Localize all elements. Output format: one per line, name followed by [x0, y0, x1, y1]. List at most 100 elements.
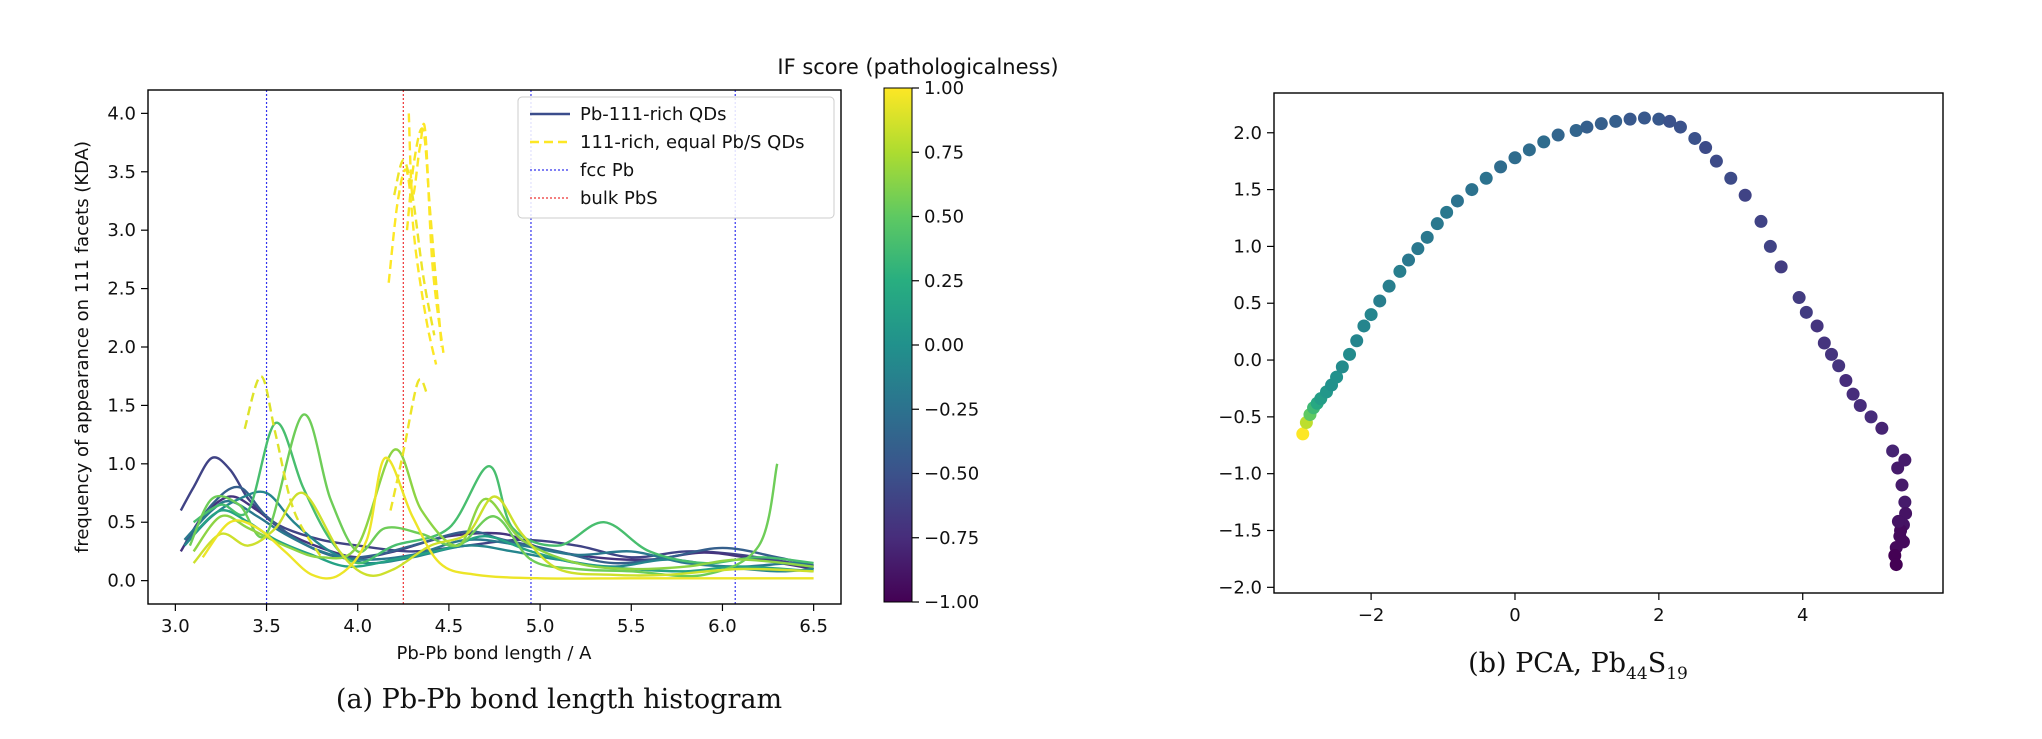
y-tick-label-b-1: 1.5 [1233, 180, 1262, 201]
colorbar-tick-label-1: 0.75 [924, 142, 964, 163]
pca-point-13 [1364, 308, 1378, 322]
y-tick-label-a-5: 2.5 [107, 279, 136, 300]
pca-point-49 [1810, 319, 1824, 333]
x-tick-label-b-2: 2 [1653, 605, 1664, 626]
y-tick-label-b-0: 2.0 [1233, 123, 1262, 144]
y-tick-label-a-7: 3.5 [107, 162, 136, 183]
y-tick-label-b-3: 0.5 [1233, 293, 1262, 314]
pca-point-43 [1738, 188, 1752, 202]
pca-point-35 [1637, 111, 1651, 125]
pca-point-22 [1450, 194, 1464, 208]
series-line-15 [405, 127, 443, 348]
series-line-12 [389, 378, 429, 511]
y-tick-label-a-4: 2.0 [107, 337, 136, 358]
pca-point-29 [1551, 128, 1565, 142]
pca-point-16 [1393, 264, 1407, 278]
y-axis-ticks-b: 2.0 1.5 1.0 0.5 0.0 −0.5 −1.0 −1.5 −2.0 [1218, 123, 1274, 598]
pca-point-48 [1799, 305, 1813, 319]
pca-point-21 [1440, 205, 1454, 219]
y-tick-label-a-0: 0.0 [107, 571, 136, 592]
pca-point-23 [1465, 183, 1479, 197]
pca-point-32 [1594, 117, 1608, 131]
x-tick-label-a-3: 4.5 [435, 616, 464, 637]
pca-point-33 [1609, 114, 1623, 128]
pca-point-12 [1357, 319, 1371, 333]
y-tick-label-b-6: −1.0 [1218, 464, 1262, 485]
x-tick-label-a-5: 5.5 [617, 616, 646, 637]
pca-point-47 [1792, 291, 1806, 305]
pca-point-14 [1373, 294, 1387, 308]
x-axis-ticks-b: −2 0 2 4 [1358, 593, 1808, 626]
series-line-16 [407, 113, 445, 353]
caption-a: (a) Pb-Pb bond length histogram [336, 684, 782, 715]
pca-point-45 [1763, 239, 1777, 253]
pca-point-15 [1382, 279, 1396, 293]
pca-point-44 [1754, 214, 1768, 228]
pca-point-38 [1673, 120, 1687, 134]
series-line-6 [192, 421, 814, 565]
pca-scatter: −2 0 2 4 2.0 1.5 1.0 0.5 0.0 −0.5 −1.0 −1.5 −2.0 (b… [1218, 92, 1944, 684]
pca-point-10 [1343, 347, 1357, 361]
pca-point-70 [1891, 514, 1905, 528]
colorbar-tick-label-5: −0.25 [924, 399, 979, 420]
legend-box [517, 96, 835, 219]
y-tick-label-b-5: −0.5 [1218, 407, 1262, 428]
x-tick-label-a-0: 3.0 [161, 616, 190, 637]
series-group [179, 113, 815, 580]
pca-point-26 [1508, 151, 1522, 165]
x-axis-ticks-a: 3.0 3.5 4.0 4.5 5.0 5.5 6.0 6.5 [161, 604, 828, 637]
series-line-11 [243, 374, 323, 558]
pca-point-67 [1889, 558, 1903, 572]
y-tick-label-a-6: 3.0 [107, 220, 136, 241]
pca-point-40 [1699, 141, 1713, 155]
y-tick-label-a-2: 1.0 [107, 454, 136, 475]
pca-point-30 [1569, 124, 1583, 137]
pca-points [1296, 111, 1913, 572]
bond-length-histogram: 3.0 3.5 4.0 4.5 5.0 5.5 6.0 6.5 0.0 0.5 1.0 1.5 2.0… [72, 55, 1059, 715]
pca-point-58 [1886, 444, 1900, 458]
y-tick-label-b-8: −2.0 [1218, 577, 1262, 598]
legend: Pb-111-rich QDs 111-rich, equal Pb/S QDs… [517, 96, 835, 219]
x-tick-label-a-1: 3.5 [252, 616, 281, 637]
colorbar-tick-label-7: −0.75 [924, 528, 979, 549]
caption-b: (b) PCA, Pb44S19 [1468, 648, 1688, 684]
x-tick-label-b-1: 0 [1509, 605, 1520, 626]
pca-point-41 [1709, 154, 1723, 168]
y-tick-label-a-3: 1.5 [107, 395, 136, 416]
y-tick-label-a-8: 4.0 [107, 103, 136, 124]
pca-point-19 [1420, 230, 1434, 244]
pca-point-57 [1875, 421, 1889, 435]
legend-label-fcc-pb: fcc Pb [580, 160, 634, 181]
pca-point-24 [1479, 171, 1493, 185]
y-tick-label-b-7: −1.5 [1218, 521, 1262, 542]
pca-point-55 [1853, 399, 1867, 412]
legend-label-pb-111-rich: Pb-111-rich QDs [580, 104, 726, 125]
pca-point-52 [1832, 359, 1846, 373]
y-tick-label-b-4: 0.0 [1233, 350, 1262, 371]
pca-point-39 [1688, 131, 1702, 145]
colorbar-tick-label-3: 0.25 [924, 271, 964, 292]
pca-point-25 [1494, 160, 1508, 174]
pca-point-56 [1864, 410, 1878, 424]
series-line-9 [192, 491, 814, 577]
colorbar-gradient [883, 87, 913, 603]
pca-point-51 [1825, 347, 1838, 361]
pca-point-8 [1330, 370, 1344, 384]
series-line-14 [393, 158, 436, 336]
pca-point-20 [1430, 217, 1444, 231]
x-tick-label-b-0: −2 [1358, 605, 1385, 626]
colorbar-ticks: 1.00 0.75 0.50 0.25 0.00 −0.25 −0.50 −0.75 −1.00 [912, 78, 979, 613]
pca-point-53 [1839, 374, 1853, 387]
pca-point-27 [1522, 143, 1536, 157]
legend-label-bulk-pbs: bulk PbS [580, 188, 658, 209]
x-tick-label-a-6: 6.0 [708, 616, 737, 637]
colorbar-tick-label-2: 0.50 [924, 207, 964, 228]
y-tick-label-b-2: 1.0 [1233, 236, 1262, 257]
pca-point-0 [1296, 427, 1310, 441]
colorbar-title: IF score (pathologicalness) [777, 55, 1058, 79]
y-axis-label-a: frequency of appearance on 111 facets (K… [72, 141, 93, 553]
y-axis-ticks-a: 0.0 0.5 1.0 1.5 2.0 2.5 3.0 3.5 4.0 [107, 103, 148, 592]
colorbar-tick-label-8: −1.00 [924, 592, 979, 613]
colorbar-tick-label-4: 0.00 [924, 335, 964, 356]
colorbar-tick-label-0: 1.00 [924, 78, 964, 99]
